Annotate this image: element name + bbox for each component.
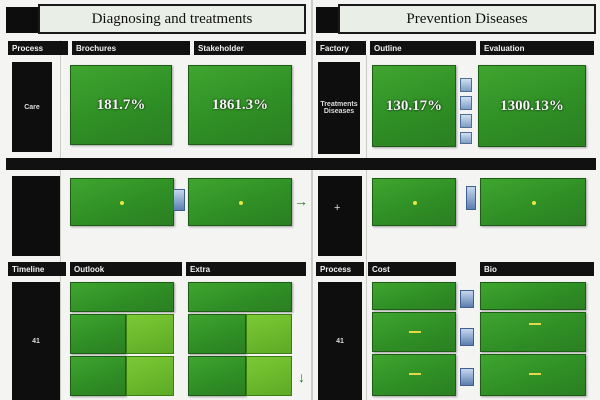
right-bottom-chip-2 <box>460 328 474 346</box>
right-header-bar: Prevention Diseases <box>316 4 596 34</box>
left-header-bar: Diagnosing and treatments <box>6 4 306 34</box>
card-indicator-dot <box>413 201 417 205</box>
right-chip-1 <box>460 78 472 92</box>
left-label-1: Process <box>8 41 70 55</box>
left-bottom-labels: Timeline Outlook Extra <box>8 262 308 276</box>
left-mid-sidebar <box>12 176 60 256</box>
left-bottom-label-1: Timeline <box>8 262 68 276</box>
left-percent-card-1[interactable]: 181.7% <box>70 65 172 145</box>
right-title: Prevention Diseases <box>338 4 596 34</box>
right-col-divider <box>366 40 367 400</box>
plus-icon: + <box>334 202 341 214</box>
right-bottom-label-2: Cost <box>368 262 458 276</box>
left-bottom-side-label: 41 <box>12 282 60 400</box>
right-bottom-label-1: Process <box>316 262 366 276</box>
right-bottom-card-1a[interactable] <box>372 282 456 310</box>
arrow-down-icon: ↓ <box>298 369 305 385</box>
left-bottom-card-2b[interactable] <box>188 314 246 354</box>
right-bottom-label-3: Bio <box>480 262 596 276</box>
left-side-label: Care <box>12 62 52 152</box>
card-indicator-dash <box>529 323 541 325</box>
right-bottom-card-2b[interactable] <box>480 312 586 352</box>
left-bottom-card-1a[interactable] <box>70 282 174 312</box>
left-mid-card-2[interactable] <box>188 178 292 226</box>
left-bottom-card-1c[interactable] <box>126 314 174 354</box>
left-label-2: Brochures <box>72 41 192 55</box>
right-side-label: Treatments Diseases <box>318 62 360 154</box>
right-bottom-card-2a[interactable] <box>480 282 586 310</box>
left-col-divider <box>60 40 61 400</box>
right-mid-card-1[interactable] <box>372 178 456 226</box>
left-bottom-card-2e[interactable] <box>246 356 292 396</box>
card-indicator-dash <box>529 373 541 375</box>
right-chip-3 <box>460 114 472 128</box>
left-mid-chip <box>173 189 185 211</box>
left-bottom-card-2c[interactable] <box>246 314 292 354</box>
left-label-3: Stakeholder <box>194 41 308 55</box>
left-percent-card-2[interactable]: 1861.3% <box>188 65 292 145</box>
right-top-labels: Factory Outline Evaluation <box>316 41 596 55</box>
left-mid-card-1[interactable] <box>70 178 174 226</box>
left-bottom-label-2: Outlook <box>70 262 184 276</box>
right-bottom-chip-3 <box>460 368 474 386</box>
right-bottom-card-1c[interactable] <box>372 354 456 396</box>
left-bottom-card-1d[interactable] <box>70 356 126 396</box>
left-bottom-card-2a[interactable] <box>188 282 292 312</box>
right-bottom-card-2c[interactable] <box>480 354 586 396</box>
card-indicator-dot <box>532 201 536 205</box>
middle-divider <box>6 158 596 170</box>
right-chip-4 <box>460 132 472 144</box>
left-title: Diagnosing and treatments <box>38 4 306 34</box>
arrow-right-icon: → <box>294 193 308 209</box>
right-mid-card-2[interactable] <box>480 178 586 226</box>
right-percent-card-2[interactable]: 1300.13% <box>478 65 586 147</box>
card-indicator-dot <box>120 201 124 205</box>
card-indicator-dash <box>409 373 421 375</box>
left-bottom-card-1b[interactable] <box>70 314 126 354</box>
left-top-labels: Process Brochures Stakeholder <box>8 41 308 55</box>
right-label-2: Outline <box>370 41 478 55</box>
right-bottom-labels: Process Cost Bio <box>316 262 596 276</box>
right-chip-2 <box>460 96 472 110</box>
card-indicator-dash <box>409 331 421 333</box>
right-percent-card-1[interactable]: 130.17% <box>372 65 456 147</box>
card-indicator-dot <box>239 201 243 205</box>
center-divider <box>311 0 313 400</box>
left-bottom-card-1e[interactable] <box>126 356 174 396</box>
right-bottom-side-label: 41 <box>318 282 362 400</box>
left-bottom-card-2d[interactable] <box>188 356 246 396</box>
left-bottom-label-3: Extra <box>186 262 308 276</box>
right-bottom-chip-1 <box>460 290 474 308</box>
right-label-3: Evaluation <box>480 41 596 55</box>
right-mid-chip <box>466 186 476 210</box>
right-bottom-card-1b[interactable] <box>372 312 456 352</box>
right-mid-sidebar: + <box>318 176 362 256</box>
right-label-1: Factory <box>316 41 368 55</box>
